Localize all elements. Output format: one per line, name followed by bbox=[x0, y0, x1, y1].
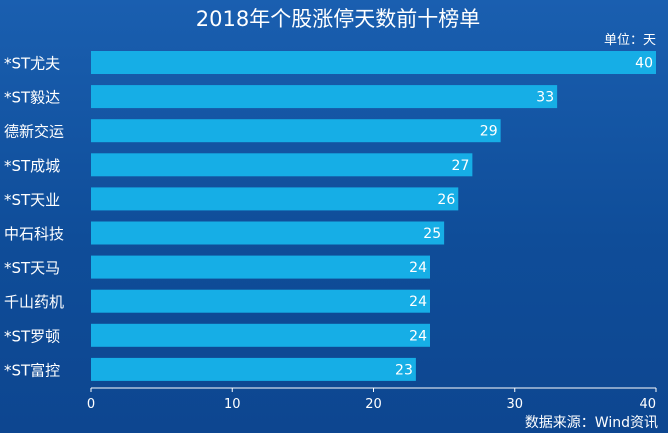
bars bbox=[91, 51, 656, 381]
bar bbox=[91, 51, 656, 74]
bar bbox=[91, 85, 558, 109]
category-label: *ST天马 bbox=[4, 259, 60, 277]
bar bbox=[91, 357, 416, 381]
chart-title: 2018年个股涨停天数前十榜单 bbox=[196, 7, 480, 31]
bar bbox=[91, 255, 430, 279]
bar bbox=[91, 323, 430, 347]
category-label: *ST罗顿 bbox=[4, 327, 60, 345]
bar bbox=[91, 289, 430, 313]
bar bbox=[91, 187, 459, 211]
x-axis: 0 10 20 30 40 bbox=[87, 387, 657, 412]
value-label: 23 bbox=[395, 362, 413, 378]
x-tick-label: 30 bbox=[506, 397, 523, 412]
value-label: 27 bbox=[452, 158, 470, 174]
value-label: 25 bbox=[423, 226, 441, 242]
x-tick-label: 40 bbox=[639, 397, 656, 412]
bar bbox=[91, 221, 445, 245]
value-label: 26 bbox=[437, 192, 455, 208]
category-label: *ST成城 bbox=[4, 157, 60, 175]
value-label: 29 bbox=[480, 124, 498, 140]
value-labels: 40 33 29 27 26 25 24 24 24 23 bbox=[395, 56, 653, 379]
value-label: 24 bbox=[409, 328, 427, 344]
value-label: 33 bbox=[536, 90, 554, 106]
bar bbox=[91, 153, 473, 177]
category-label: 中石科技 bbox=[4, 225, 64, 243]
source-note: 数据来源：Wind资讯 bbox=[525, 415, 658, 431]
bar bbox=[91, 119, 501, 143]
category-label: *ST富控 bbox=[4, 361, 60, 379]
value-label: 24 bbox=[409, 294, 427, 310]
category-label: 千山药机 bbox=[4, 293, 64, 311]
category-label: *ST毅达 bbox=[4, 89, 60, 107]
x-tick-label: 10 bbox=[224, 397, 241, 412]
x-tick-label: 20 bbox=[365, 397, 382, 412]
category-label: *ST尤夫 bbox=[4, 55, 60, 73]
value-label: 24 bbox=[409, 260, 427, 276]
unit-label: 单位：天 bbox=[604, 33, 656, 48]
category-label: 德新交运 bbox=[4, 123, 64, 141]
x-tick-label: 0 bbox=[87, 397, 95, 412]
category-label: *ST天业 bbox=[4, 191, 60, 209]
value-label: 40 bbox=[635, 56, 653, 72]
